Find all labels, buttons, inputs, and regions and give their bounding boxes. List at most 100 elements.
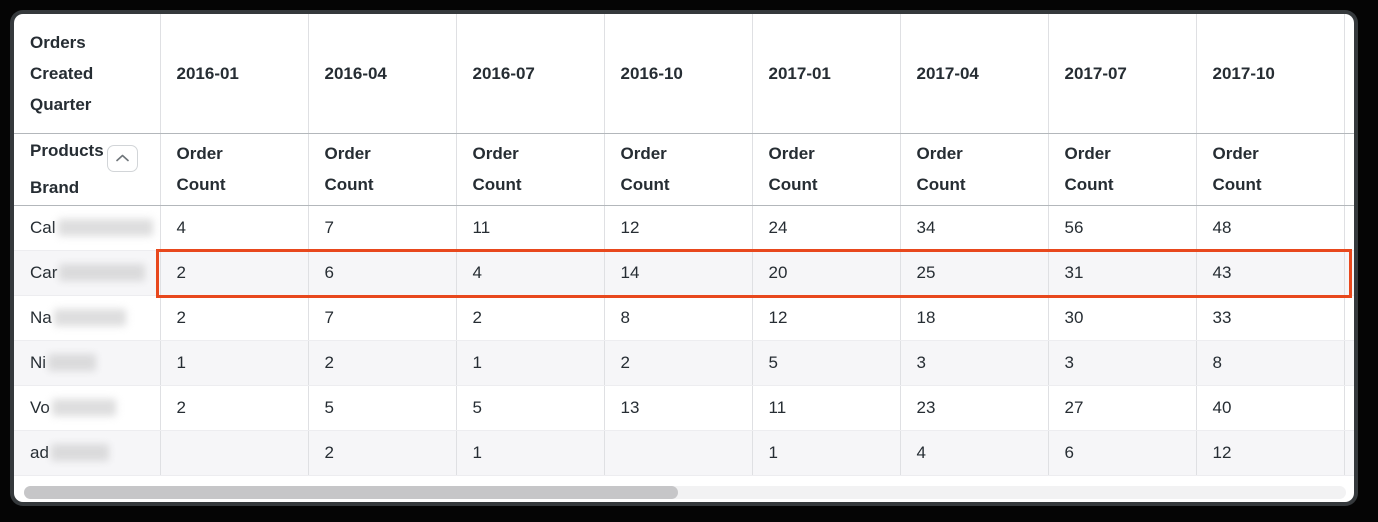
table-row: Vo 2 5 5 13 11 23 27 40: [14, 385, 1354, 431]
order-count-cell[interactable]: 7: [307, 295, 456, 341]
order-count-cell[interactable]: 4: [455, 250, 604, 296]
order-count-cell[interactable]: 3: [1047, 340, 1196, 386]
spacer-cell: [1343, 295, 1354, 341]
brand-label-cell[interactable]: Na: [14, 295, 160, 341]
order-count-cell[interactable]: 2: [307, 430, 456, 476]
spacer-cell: [1343, 250, 1354, 296]
quarter-header[interactable]: 2016-07: [455, 14, 604, 134]
brand-label-cell[interactable]: ad: [14, 430, 160, 476]
measure-header[interactable]: Order Count: [603, 133, 752, 206]
measure-header[interactable]: Order Count: [1195, 133, 1344, 206]
table-body: Cal 4 7 11 12 24 34 56 48 Car 2 6 4 14 20 25 31 43 Na 2 7 2 8 1…: [14, 205, 1354, 476]
brand-label-cell[interactable]: Car: [14, 250, 160, 296]
order-count-cell[interactable]: 11: [455, 205, 604, 251]
quarter-header[interactable]: 2017-04: [899, 14, 1048, 134]
order-count-cell[interactable]: 23: [899, 385, 1048, 431]
order-count-cell[interactable]: 2: [159, 295, 308, 341]
spacer-cell: [1343, 133, 1354, 206]
spacer-cell: [1343, 14, 1354, 134]
header-row-measures: Products Brand Order Count Order Count Order C…: [14, 133, 1354, 206]
order-count-cell[interactable]: 12: [1195, 430, 1344, 476]
order-count-cell[interactable]: 48: [1195, 205, 1344, 251]
brand-label-cell[interactable]: Vo: [14, 385, 160, 431]
quarter-header[interactable]: 2016-01: [159, 14, 308, 134]
order-count-cell[interactable]: [159, 430, 308, 476]
order-count-cell[interactable]: 12: [751, 295, 900, 341]
order-count-cell[interactable]: 14: [603, 250, 752, 296]
measure-header[interactable]: Order Count: [899, 133, 1048, 206]
order-count-cell[interactable]: 31: [1047, 250, 1196, 296]
redacted-text: [50, 443, 109, 461]
order-count-cell[interactable]: 25: [899, 250, 1048, 296]
order-count-cell[interactable]: 11: [751, 385, 900, 431]
measure-header[interactable]: Order Count: [1047, 133, 1196, 206]
redacted-text: [51, 398, 116, 416]
redacted-text: [57, 218, 153, 236]
brand-label-cell[interactable]: Cal: [14, 205, 160, 251]
order-count-cell[interactable]: 43: [1195, 250, 1344, 296]
row-dimension-header[interactable]: Products Brand: [14, 133, 160, 206]
order-count-cell[interactable]: 8: [603, 295, 752, 341]
order-count-cell[interactable]: 1: [159, 340, 308, 386]
order-count-cell[interactable]: 27: [1047, 385, 1196, 431]
order-count-cell[interactable]: 5: [307, 385, 456, 431]
spacer-cell: [1343, 430, 1354, 476]
order-count-cell[interactable]: 34: [899, 205, 1048, 251]
order-count-cell[interactable]: 24: [751, 205, 900, 251]
measure-header[interactable]: Order Count: [455, 133, 604, 206]
order-count-cell[interactable]: 2: [159, 250, 308, 296]
order-count-cell[interactable]: 18: [899, 295, 1048, 341]
table-row: ad 2 1 1 4 6 12: [14, 430, 1354, 476]
order-count-cell[interactable]: 6: [307, 250, 456, 296]
order-count-cell[interactable]: 30: [1047, 295, 1196, 341]
redacted-text: [53, 308, 126, 326]
brand-label-cell[interactable]: Ni: [14, 340, 160, 386]
order-count-cell[interactable]: 33: [1195, 295, 1344, 341]
table-row: Na 2 7 2 8 12 18 30 33: [14, 295, 1354, 341]
measure-header[interactable]: Order Count: [159, 133, 308, 206]
header-row-quarters: Orders Created Quarter 2016-01 2016-04 201…: [14, 14, 1354, 134]
order-count-cell[interactable]: 4: [159, 205, 308, 251]
quarter-header[interactable]: 2016-04: [307, 14, 456, 134]
corner-header[interactable]: Orders Created Quarter: [14, 14, 160, 134]
horizontal-scrollbar[interactable]: [24, 486, 1346, 499]
spacer-cell: [1343, 340, 1354, 386]
order-count-cell[interactable]: 1: [455, 340, 604, 386]
redacted-text: [48, 353, 97, 371]
order-count-cell[interactable]: 1: [455, 430, 604, 476]
order-count-cell[interactable]: 2: [307, 340, 456, 386]
quarter-header[interactable]: 2017-01: [751, 14, 900, 134]
order-count-cell[interactable]: 12: [603, 205, 752, 251]
order-count-cell[interactable]: 2: [603, 340, 752, 386]
quarter-header[interactable]: 2017-07: [1047, 14, 1196, 134]
table-row: Cal 4 7 11 12 24 34 56 48: [14, 205, 1354, 251]
spacer-cell: [1343, 385, 1354, 431]
order-count-cell[interactable]: 5: [751, 340, 900, 386]
table-row-highlighted: Car 2 6 4 14 20 25 31 43: [14, 250, 1354, 296]
order-count-cell[interactable]: 5: [455, 385, 604, 431]
quarter-header[interactable]: 2017-10: [1195, 14, 1344, 134]
quarter-header[interactable]: 2016-10: [603, 14, 752, 134]
order-count-cell[interactable]: 13: [603, 385, 752, 431]
spacer-cell: [1343, 205, 1354, 251]
pivot-table: Orders Created Quarter 2016-01 2016-04 201…: [14, 14, 1354, 476]
order-count-cell[interactable]: 2: [159, 385, 308, 431]
table-row: Ni 1 2 1 2 5 3 3 8: [14, 340, 1354, 386]
pivot-table-container: Orders Created Quarter 2016-01 2016-04 201…: [14, 14, 1354, 482]
order-count-cell[interactable]: 56: [1047, 205, 1196, 251]
order-count-cell[interactable]: 7: [307, 205, 456, 251]
scrollbar-thumb[interactable]: [24, 486, 678, 499]
order-count-cell[interactable]: 1: [751, 430, 900, 476]
order-count-cell[interactable]: 8: [1195, 340, 1344, 386]
window-frame: Orders Created Quarter 2016-01 2016-04 201…: [10, 10, 1358, 506]
order-count-cell[interactable]: 3: [899, 340, 1048, 386]
order-count-cell[interactable]: 40: [1195, 385, 1344, 431]
sort-direction-button[interactable]: [106, 144, 138, 172]
measure-header[interactable]: Order Count: [751, 133, 900, 206]
measure-header[interactable]: Order Count: [307, 133, 456, 206]
order-count-cell[interactable]: 4: [899, 430, 1048, 476]
order-count-cell[interactable]: 2: [455, 295, 604, 341]
order-count-cell[interactable]: [603, 430, 752, 476]
order-count-cell[interactable]: 6: [1047, 430, 1196, 476]
order-count-cell[interactable]: 20: [751, 250, 900, 296]
